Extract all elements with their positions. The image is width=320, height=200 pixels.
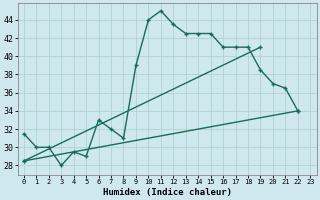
X-axis label: Humidex (Indice chaleur): Humidex (Indice chaleur) <box>103 188 232 197</box>
